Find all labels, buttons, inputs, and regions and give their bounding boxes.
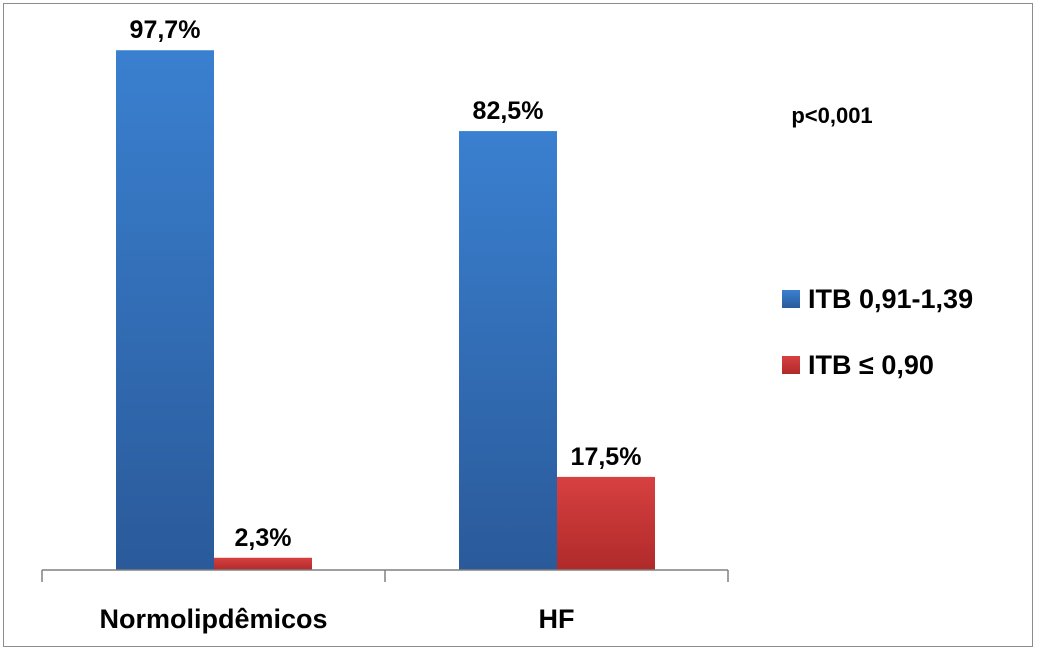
bar-itb-low-1 bbox=[557, 477, 655, 570]
bar-value-label: 17,5% bbox=[571, 443, 642, 471]
category-label: Normolipdêmicos bbox=[99, 604, 327, 634]
bar-itb-low-0 bbox=[214, 558, 312, 570]
category-label: HF bbox=[539, 604, 575, 634]
p-value-annotation: p<0,001 bbox=[791, 103, 872, 128]
legend-label: ITB 0,91-1,39 bbox=[808, 284, 973, 314]
bar-value-label: 2,3% bbox=[235, 524, 292, 552]
legend-label: ITB ≤ 0,90 bbox=[808, 350, 934, 380]
legend-swatch bbox=[782, 356, 800, 374]
bar-value-label: 82,5% bbox=[473, 97, 544, 125]
bar-itb-normal-0 bbox=[116, 50, 214, 570]
bar-itb-normal-1 bbox=[459, 131, 557, 570]
legend-swatch bbox=[782, 290, 800, 308]
bar-value-label: 97,7% bbox=[130, 16, 201, 44]
